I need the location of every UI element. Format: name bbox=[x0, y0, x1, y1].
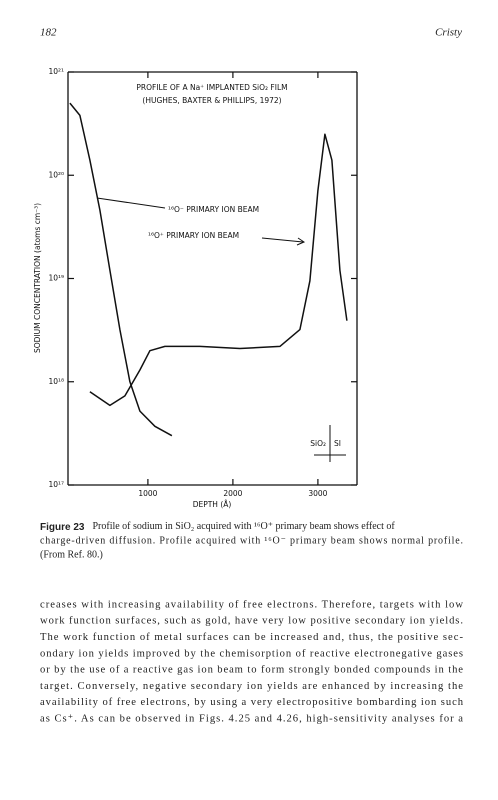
x-tick-label: 3000 bbox=[308, 489, 327, 498]
annotation: PROFILE OF A Na⁺ IMPLANTED SiO₂ FILM bbox=[136, 83, 287, 92]
caption-text: Profile of sodium in SiO₂ acquired with … bbox=[92, 521, 395, 532]
y-axis-label: SODIUM CONCENTRATION (atoms cm⁻³) bbox=[33, 203, 42, 353]
annotation: SI bbox=[334, 439, 341, 448]
y-tick-label: 10¹⁸ bbox=[48, 377, 64, 386]
body-line: target. Conversely, negative secondary i… bbox=[40, 681, 463, 692]
annotation-pointers bbox=[96, 197, 346, 462]
caption-line: (From Ref. 80.) bbox=[40, 549, 103, 560]
data-line bbox=[89, 133, 348, 407]
y-tick-label: 10¹⁷ bbox=[48, 480, 64, 489]
running-head: Cristy bbox=[435, 27, 462, 39]
body-text: creases with increasing availability of … bbox=[40, 599, 464, 724]
caption-line: charge-driven diffusion. Profile acquire… bbox=[40, 535, 463, 546]
body-line: The work function of metal surfaces can … bbox=[40, 632, 463, 643]
x-tick-label: 1000 bbox=[138, 489, 157, 498]
annotation: SiO₂ bbox=[310, 439, 326, 448]
y-tick-label: 10²¹ bbox=[48, 67, 64, 76]
annotation: (HUGHES, BAXTER & PHILLIPS, 1972) bbox=[142, 96, 281, 105]
body-line: availability of free electrons, by using… bbox=[40, 697, 464, 708]
data-line bbox=[69, 102, 173, 437]
body-line: or by the use of a reactive gas ion beam… bbox=[40, 665, 463, 676]
y-tick-label: 10²⁰ bbox=[48, 170, 64, 179]
body-line: as Cs⁺. As can be observed in Figs. 4.25… bbox=[40, 714, 463, 725]
annotation: ¹⁶O⁺ PRIMARY ION BEAM bbox=[148, 231, 239, 240]
x-axis-label: DEPTH (Å) bbox=[193, 500, 232, 509]
y-tick-label: 10¹⁹ bbox=[48, 274, 64, 283]
body-line: creases with increasing availability of … bbox=[40, 599, 463, 610]
annotation: ¹⁶O⁻ PRIMARY ION BEAM bbox=[168, 205, 259, 214]
figure-label: Figure 23 bbox=[40, 522, 85, 533]
body-line: ondary ion yields improved by the chemis… bbox=[40, 648, 463, 659]
body-line: work function surfaces, such as gold, ha… bbox=[40, 616, 463, 627]
caption-line: Figure 23 Profile of sodium in SiO₂ acqui… bbox=[40, 521, 395, 532]
page-number: 182 bbox=[40, 27, 57, 39]
x-tick-label: 2000 bbox=[223, 489, 242, 498]
